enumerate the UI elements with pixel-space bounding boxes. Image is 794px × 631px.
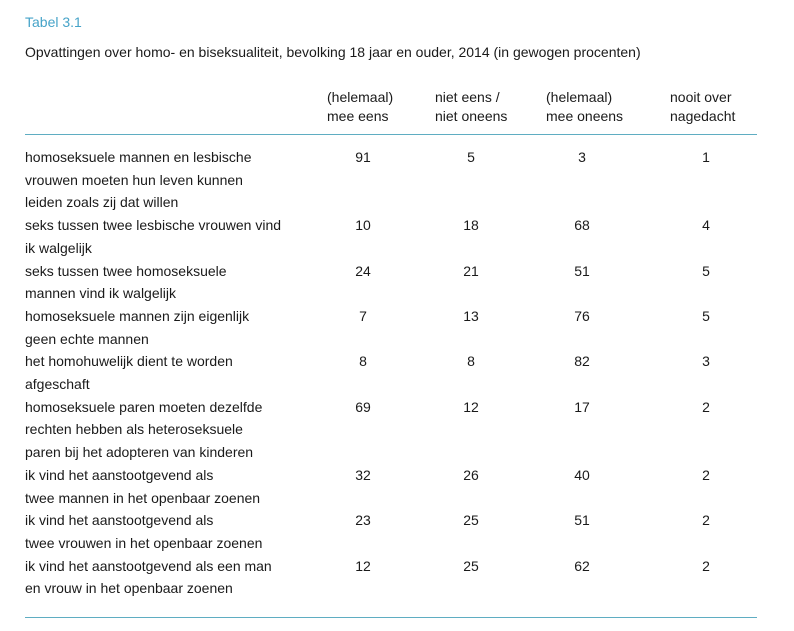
- table-row: homoseksuele mannen en lesbische vrouwen…: [25, 146, 757, 214]
- value-agree: 7: [359, 307, 367, 324]
- table-number-title: Tabel 3.1: [25, 14, 82, 30]
- value-never-thought: 2: [702, 557, 710, 574]
- value-neutral: 25: [463, 557, 479, 574]
- value-disagree: 68: [574, 217, 590, 234]
- column-header-disagree: (helemaal) mee oneens: [546, 89, 624, 124]
- value-never-thought: 5: [702, 307, 710, 324]
- header-rule: [25, 134, 757, 135]
- value-neutral: 13: [463, 307, 479, 324]
- value-never-thought: 1: [702, 149, 710, 165]
- statement-cell: ik vind het aanstootgevend als twee vrou…: [25, 512, 263, 551]
- statement-cell: ik vind het aanstootgevend als twee mann…: [25, 466, 261, 506]
- value-neutral: 26: [463, 466, 479, 483]
- table-row: homoseksuele paren moeten dezelfde recht…: [25, 396, 757, 464]
- value-neutral: 25: [463, 512, 479, 529]
- table-row: ik vind het aanstootgevend als twee vrou…: [25, 509, 757, 554]
- column-header-never-thought: nooit over nagedacht: [670, 89, 736, 124]
- value-neutral: 21: [463, 262, 479, 279]
- statement-cell: homoseksuele mannen en lesbische vrouwen…: [25, 149, 252, 211]
- value-never-thought: 5: [702, 262, 710, 279]
- value-disagree: 3: [578, 149, 586, 165]
- value-disagree: 76: [574, 307, 590, 324]
- value-disagree: 62: [574, 557, 590, 574]
- value-neutral: 5: [467, 149, 475, 165]
- value-never-thought: 4: [702, 217, 710, 234]
- value-disagree: 51: [574, 512, 590, 529]
- value-agree: 69: [355, 398, 371, 415]
- table-row: ik vind het aanstootgevend als een man e…: [25, 555, 757, 600]
- statement-cell: homoseksuele mannen zijn eigenlijk geen …: [25, 307, 250, 347]
- table-row: seks tussen twee homoseksuele mannen vin…: [25, 260, 757, 305]
- table-row: seks tussen twee lesbische vrouwen vind …: [25, 214, 757, 259]
- column-header-agree: (helemaal) mee eens: [327, 89, 394, 124]
- value-agree: 23: [355, 512, 371, 529]
- table-row: homoseksuele mannen zijn eigenlijk geen …: [25, 305, 757, 350]
- statement-cell: het homohuwelijk dient te worden afgesch…: [25, 353, 233, 393]
- value-agree: 91: [355, 149, 371, 165]
- value-neutral: 8: [467, 353, 475, 370]
- value-neutral: 12: [463, 398, 479, 415]
- value-never-thought: 2: [702, 466, 710, 483]
- statement-cell: ik vind het aanstootgevend als een man e…: [25, 557, 272, 597]
- value-agree: 24: [355, 262, 371, 279]
- value-disagree: 82: [574, 353, 590, 370]
- statement-cell: seks tussen twee homoseksuele mannen vin…: [25, 262, 227, 302]
- value-never-thought: 2: [702, 512, 710, 529]
- value-agree: 12: [355, 557, 371, 574]
- column-header-neutral: niet eens / niet oneens: [435, 89, 508, 124]
- report-page: Tabel 3.1 Opvattingen over homo- en bise…: [25, 14, 757, 619]
- value-never-thought: 2: [702, 398, 710, 415]
- value-disagree: 17: [574, 398, 590, 415]
- value-disagree: 51: [574, 262, 590, 279]
- bottom-rule: [25, 617, 757, 619]
- value-agree: 10: [355, 217, 371, 234]
- table-row: het homohuwelijk dient te worden afgesch…: [25, 350, 757, 395]
- value-never-thought: 3: [702, 353, 710, 370]
- statement-cell: seks tussen twee lesbische vrouwen vind …: [25, 217, 282, 256]
- table-row: ik vind het aanstootgevend als twee mann…: [25, 464, 757, 509]
- statement-cell: homoseksuele paren moeten dezelfde recht…: [25, 398, 263, 461]
- table-body: homoseksuele mannen en lesbische vrouwen…: [25, 135, 757, 600]
- value-agree: 32: [355, 466, 371, 483]
- value-disagree: 40: [574, 466, 590, 483]
- column-header-row: (helemaal) mee eens niet eens / niet one…: [25, 88, 757, 126]
- table-subtitle: Opvattingen over homo- en biseksualiteit…: [25, 44, 641, 60]
- value-neutral: 18: [463, 217, 479, 234]
- value-agree: 8: [359, 353, 367, 370]
